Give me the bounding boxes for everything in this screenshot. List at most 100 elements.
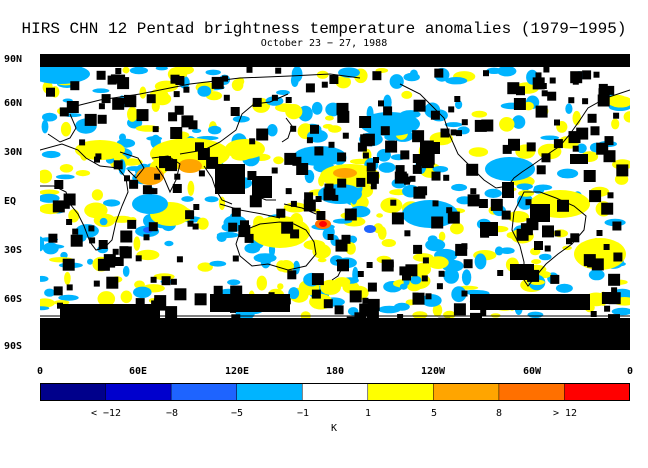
anomaly-patch xyxy=(461,269,472,286)
missing-data-block xyxy=(275,67,282,74)
missing-data-block xyxy=(440,128,450,138)
missing-data-block xyxy=(362,152,369,159)
anomaly-patch xyxy=(227,279,241,286)
missing-data-block xyxy=(244,233,254,243)
missing-data-block xyxy=(292,156,302,166)
anomaly-patch xyxy=(401,90,413,99)
southeast-asia-coastline xyxy=(203,165,233,205)
anomaly-patch xyxy=(122,66,130,74)
missing-data-block xyxy=(587,113,597,123)
missing-data-block xyxy=(324,183,334,193)
map-title: HIRS CHN 12 Pentad brightness temperatur… xyxy=(21,20,627,38)
missing-data-block xyxy=(148,222,158,232)
missing-data-block xyxy=(461,243,468,250)
missing-data-block xyxy=(95,153,102,160)
anomaly-patch xyxy=(425,238,446,252)
missing-data-block xyxy=(412,130,425,143)
missing-data-block xyxy=(604,136,614,146)
missing-data-block xyxy=(228,222,238,232)
anomaly-patch xyxy=(614,173,629,185)
missing-data-block xyxy=(431,171,441,181)
missing-data-block xyxy=(611,287,618,294)
missing-data-block xyxy=(612,221,622,231)
missing-data-block xyxy=(314,146,324,156)
anomaly-patch xyxy=(319,221,327,227)
missing-data-block xyxy=(70,81,80,91)
missing-data-block xyxy=(474,119,487,132)
lat-label-90n: 90N xyxy=(4,54,23,65)
missing-data-block xyxy=(154,173,161,180)
anomaly-patch xyxy=(127,106,138,122)
missing-data-block xyxy=(432,200,439,207)
missing-data-block xyxy=(582,70,592,80)
missing-data-block xyxy=(337,152,347,162)
missing-data-block xyxy=(534,241,543,250)
india-coastline xyxy=(151,155,181,194)
missing-data-block xyxy=(501,210,511,220)
anomaly-patch xyxy=(151,100,160,112)
missing-data-block xyxy=(404,230,411,237)
anomaly-patch xyxy=(345,242,356,255)
missing-data-block xyxy=(541,90,548,97)
anomaly-patch xyxy=(99,217,108,226)
missing-data-block xyxy=(613,112,620,119)
missing-data-block xyxy=(525,199,532,206)
missing-data-block xyxy=(453,303,466,316)
anomaly-patch xyxy=(87,258,94,265)
lon-label-180: 180 xyxy=(325,366,345,377)
missing-data-block xyxy=(79,139,86,146)
anomaly-patch xyxy=(129,66,148,75)
color-scale-bar xyxy=(40,383,630,401)
missing-data-block xyxy=(360,134,373,147)
anomaly-patch xyxy=(232,115,250,123)
missing-data-block xyxy=(185,210,195,220)
anomaly-patch xyxy=(444,122,463,128)
missing-data-block xyxy=(170,74,180,84)
missing-data-block xyxy=(572,78,579,85)
missing-data-block xyxy=(192,223,199,230)
anomaly-patch xyxy=(218,196,226,210)
missing-data-block xyxy=(383,106,393,116)
missing-data-block xyxy=(549,77,556,84)
anomaly-patch xyxy=(555,283,573,293)
missing-data-block xyxy=(598,83,608,93)
missing-data-block xyxy=(430,110,440,120)
missing-data-block xyxy=(395,165,405,175)
colorbar-label-gt-12: > 12 xyxy=(552,408,578,419)
missing-data-cluster xyxy=(502,182,514,198)
lon-label-0-right: 0 xyxy=(626,366,634,377)
anomaly-patch xyxy=(91,189,103,201)
missing-data-block xyxy=(117,77,130,90)
missing-data-block xyxy=(431,216,444,229)
missing-data-block xyxy=(168,312,175,319)
anomaly-patch xyxy=(438,231,446,242)
north-america-coastline xyxy=(399,83,630,189)
missing-data-block xyxy=(211,76,224,89)
missing-data-block xyxy=(311,289,321,299)
anomaly-patch xyxy=(136,167,164,185)
missing-data-block xyxy=(478,199,488,208)
anomaly-patch xyxy=(527,311,544,318)
anomaly-patch xyxy=(471,110,488,118)
missing-data-block xyxy=(72,228,79,235)
missing-data-block xyxy=(467,194,480,207)
missing-data-block xyxy=(323,299,333,309)
indonesia-coastline xyxy=(219,203,281,219)
missing-data-block xyxy=(502,144,512,154)
missing-data-block xyxy=(159,156,171,169)
missing-data-block xyxy=(448,106,455,113)
missing-data-block xyxy=(450,129,457,136)
missing-data-block xyxy=(303,199,316,212)
lat-label-60s: 60S xyxy=(4,294,23,305)
colorbar-label-neg1: −1 xyxy=(296,408,310,419)
missing-data-block xyxy=(135,255,142,262)
missing-data-block xyxy=(508,138,520,151)
colorbar-label-8: 8 xyxy=(495,408,503,419)
missing-data-block xyxy=(327,234,334,240)
anomaly-map xyxy=(40,54,630,350)
anomaly-patch xyxy=(265,96,284,106)
south-polar-missing-band xyxy=(40,318,630,350)
missing-data-block xyxy=(306,137,313,144)
missing-data-block xyxy=(232,255,239,262)
missing-data-block xyxy=(170,127,183,139)
